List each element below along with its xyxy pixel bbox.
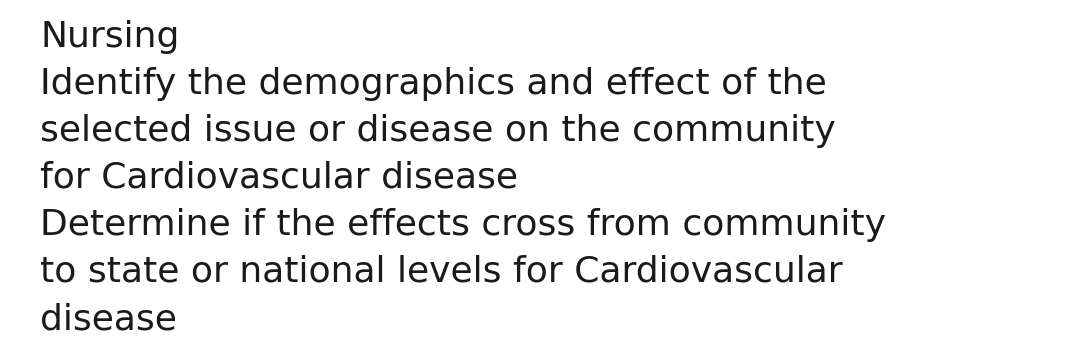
Text: to state or national levels for Cardiovascular: to state or national levels for Cardiova… (40, 255, 842, 289)
Text: disease: disease (40, 302, 177, 336)
Text: for Cardiovascular disease: for Cardiovascular disease (40, 161, 518, 195)
Text: selected issue or disease on the community: selected issue or disease on the communi… (40, 114, 836, 148)
Text: Determine if the effects cross from community: Determine if the effects cross from comm… (40, 208, 886, 242)
Text: Identify the demographics and effect of the: Identify the demographics and effect of … (40, 67, 827, 101)
Text: Nursing: Nursing (40, 20, 179, 54)
